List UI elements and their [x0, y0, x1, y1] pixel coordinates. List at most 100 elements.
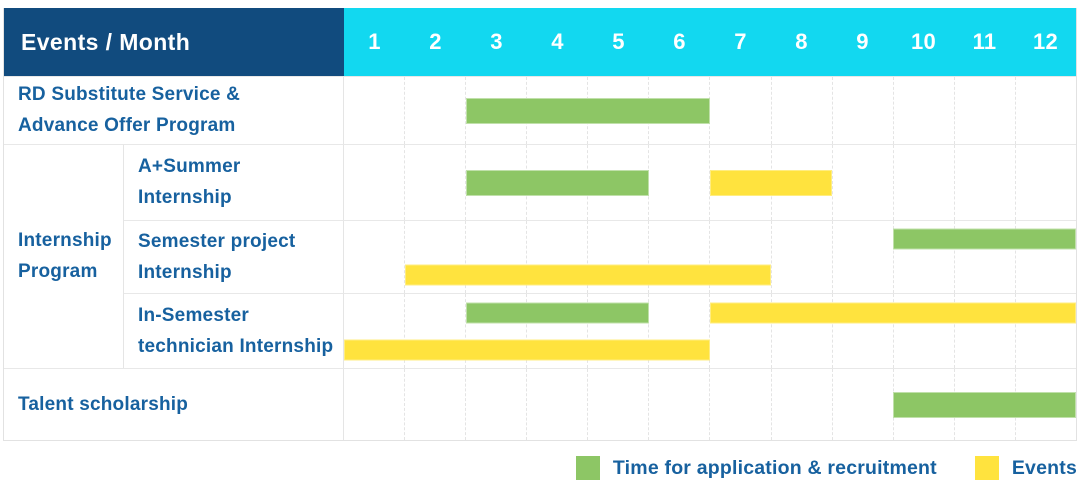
- grid-column-9: [833, 145, 894, 220]
- grid-column-4: [527, 369, 589, 440]
- grid-column-11: [955, 294, 1016, 368]
- month-grid-columns: [344, 294, 1076, 368]
- grid-column-8: [772, 221, 833, 293]
- page: Events / Month 1 2 3 4 5 6 7 8 9 10 11 12 RD Substi…: [3, 8, 1077, 480]
- month-label-11: 11: [972, 29, 997, 54]
- grid-column-3: [466, 221, 528, 293]
- green-bar-months-10-12: [893, 228, 1076, 250]
- group-label-internship-program: Internship Program: [4, 144, 124, 368]
- grid-column-6: [649, 221, 711, 293]
- grid-column-5: [588, 369, 650, 440]
- month-label-4: 4: [551, 29, 564, 54]
- legend-item-events: Events: [974, 456, 1077, 480]
- green-bar-months-3-6: [466, 97, 710, 124]
- grid-column-7: [710, 294, 772, 368]
- row-chart: [344, 293, 1076, 368]
- row-chart: [344, 368, 1076, 440]
- grid-column-1: [344, 294, 406, 368]
- grid-column-11: [955, 221, 1016, 293]
- grid-column-2: [405, 221, 467, 293]
- yellow-bar-months-7-12: [710, 302, 1076, 323]
- bar-line-0: [344, 77, 1076, 144]
- grid-column-7: [710, 369, 772, 440]
- row-label-line-1: technician Internship: [138, 335, 334, 357]
- row-label-line-0: Talent scholarship: [18, 393, 189, 415]
- group-label-line-1: Program: [18, 261, 98, 282]
- grid-column-8: [772, 294, 833, 368]
- row-chart: [344, 220, 1076, 293]
- grid-column-4: [527, 221, 589, 293]
- month-label-3: 3: [490, 29, 503, 54]
- grid-column-9: [833, 221, 894, 293]
- yellow-swatch-icon: [974, 456, 999, 480]
- month-label-1: 1: [368, 29, 381, 54]
- green-bar-months-3-5: [466, 169, 649, 196]
- grid-column-1: [344, 77, 406, 144]
- grid-column-4: [527, 294, 589, 368]
- month-label-8: 8: [795, 29, 808, 54]
- bar-line-0: [344, 145, 1076, 220]
- grid-column-7: [710, 77, 772, 144]
- grid-column-6: [649, 369, 711, 440]
- bar-lines: [344, 294, 1076, 368]
- grid-column-2: [405, 77, 467, 144]
- grid-column-11: [955, 145, 1016, 220]
- row-label-line-0: In-Semester: [138, 304, 249, 326]
- row-chart: [344, 144, 1076, 220]
- grid-column-8: [772, 77, 833, 144]
- row-label: Talent scholarship: [4, 368, 344, 440]
- row-label: RD Substitute Service & Advance Offer Pro…: [4, 76, 344, 144]
- month-label-9: 9: [856, 29, 869, 54]
- bar-lines: [344, 221, 1076, 293]
- legend-item-application-recruitment: Time for application & recruitment: [575, 456, 937, 480]
- bar-line-1: [344, 331, 1076, 368]
- yellow-bar-months-2-7: [405, 264, 771, 286]
- legend: Time for application & recruitment Event…: [3, 456, 1077, 480]
- month-label-5: 5: [612, 29, 625, 54]
- grid-column-8: [772, 145, 833, 220]
- row-label: A+Summer Internship: [124, 144, 344, 220]
- grid-column-10: [894, 77, 955, 144]
- legend-label-events: Events: [1011, 456, 1077, 479]
- row-label-line-1: Internship: [138, 187, 232, 208]
- yellow-bar-months-1-6: [344, 339, 710, 360]
- grid-column-2: [405, 145, 467, 220]
- grid-column-1: [344, 221, 406, 293]
- row-label: In-Semester technician Internship: [124, 293, 344, 368]
- grid-column-5: [588, 221, 650, 293]
- bar-lines: [344, 77, 1076, 144]
- legend-label-application-recruitment: Time for application & recruitment: [612, 456, 937, 479]
- grid-column-10: [894, 294, 955, 368]
- bar-line-0: [344, 221, 1076, 257]
- grid-column-9: [833, 294, 894, 368]
- grid-column-2: [405, 294, 467, 368]
- month-grid-columns: [344, 221, 1076, 293]
- grid-column-8: [772, 369, 833, 440]
- month-label-2: 2: [429, 29, 442, 54]
- row-label-line-0: RD Substitute Service &: [18, 84, 241, 106]
- yellow-bar-months-7-8: [710, 169, 832, 196]
- grid-column-10: [894, 145, 955, 220]
- green-bar-months-3-5: [466, 302, 649, 323]
- bar-line-1: [344, 257, 1076, 293]
- grid-column-9: [833, 77, 894, 144]
- row-label-line-0: Semester project: [138, 230, 296, 252]
- month-label-6: 6: [673, 29, 686, 54]
- grid-column-7: [710, 221, 772, 293]
- grid-column-1: [344, 369, 406, 440]
- row-label-line-1: Internship: [138, 261, 232, 283]
- month-header-row: 1 2 3 4 5 6 7 8 9 10 11 12: [344, 8, 1076, 76]
- bar-lines: [344, 369, 1076, 440]
- bar-line-0: [344, 294, 1076, 331]
- green-bar-months-10-12: [893, 391, 1076, 418]
- row-label: Semester project Internship: [124, 220, 344, 293]
- green-swatch-icon: [575, 456, 600, 480]
- month-label-7: 7: [734, 29, 747, 54]
- grid-column-2: [405, 369, 467, 440]
- grid-column-11: [955, 77, 1016, 144]
- row-chart: [344, 76, 1076, 144]
- grid-column-1: [344, 145, 406, 220]
- table-header-title: Events / Month: [21, 28, 191, 55]
- grid-column-6: [649, 294, 711, 368]
- bar-line-0: [344, 369, 1076, 440]
